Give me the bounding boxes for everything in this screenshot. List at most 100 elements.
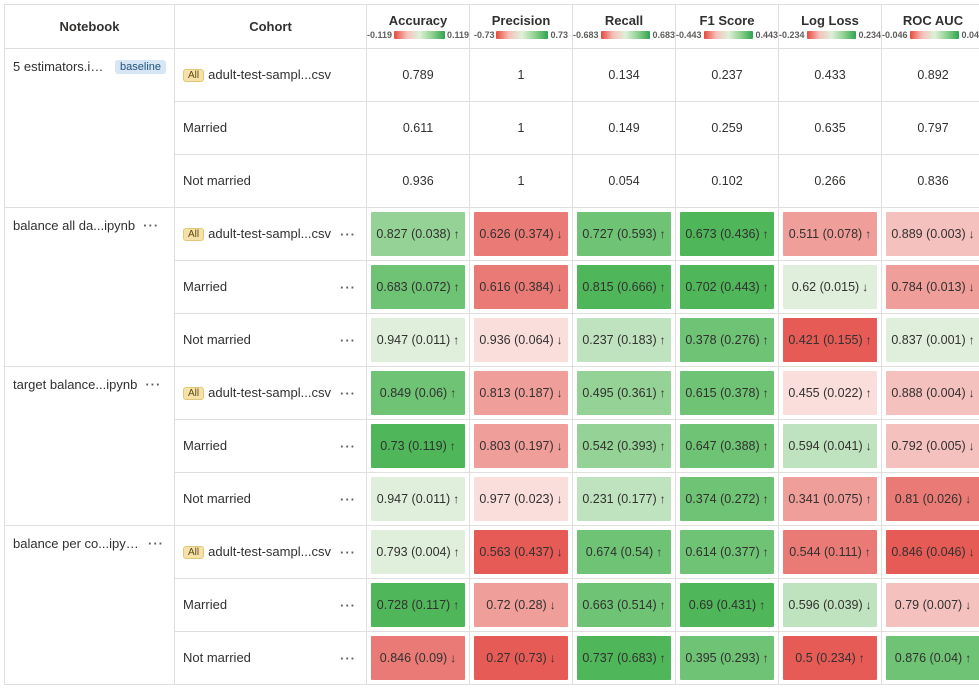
cohort-more-icon[interactable]: ··· (338, 439, 358, 454)
cohort-label: Married (183, 120, 227, 136)
arrow-up-icon: ↑ (660, 227, 666, 241)
cohort-more-icon[interactable]: ··· (338, 386, 358, 401)
col-header-metric[interactable]: Accuracy-0.1190.119 (367, 5, 470, 49)
arrow-down-icon: ↓ (557, 492, 563, 506)
metric-cell: 0.797 (882, 102, 979, 155)
metric-cell: 0.594 (0.041)↓ (779, 420, 882, 473)
metric-cell: 0.784 (0.013)↓ (882, 261, 979, 314)
arrow-up-icon: ↑ (656, 545, 662, 559)
metric-value: 0.79 (0.007) (895, 598, 962, 612)
metric-value: 0.544 (0.111) (789, 545, 862, 559)
cohort-more-icon[interactable]: ··· (338, 227, 358, 242)
metric-cell: 0.614 (0.377) ↑ (676, 526, 779, 579)
header-row: Notebook Cohort Accuracy-0.1190.119Preci… (5, 5, 979, 49)
notebook-cell[interactable]: balance all da...ipynb··· (5, 208, 175, 367)
cohort-cell[interactable]: Not married ··· (175, 473, 367, 526)
metric-value: 0.27 (0.73) (486, 651, 546, 665)
arrow-up-icon: ↑ (759, 598, 765, 612)
metrics-comparison-table: Notebook Cohort Accuracy-0.1190.119Preci… (4, 4, 979, 685)
cohort-cell[interactable]: Alladult-test-sampl...csv (175, 49, 367, 102)
metric-cell: 0.62 (0.015)↓ (779, 261, 882, 314)
notebook-name: 5 estimators.ipynb (13, 59, 109, 74)
arrow-down-icon: ↓ (866, 439, 872, 453)
metric-range: -0.4430.443 (676, 30, 778, 40)
cohort-more-icon[interactable]: ··· (338, 651, 358, 666)
arrow-up-icon: ↑ (450, 439, 456, 453)
cohort-cell[interactable]: Not married ··· (175, 632, 367, 685)
metric-value: 0.674 (0.54) (586, 545, 653, 559)
col-header-metric[interactable]: F1 Score-0.4430.443 (676, 5, 779, 49)
cohort-cell[interactable]: Not married (175, 155, 367, 208)
metric-cell: 0.936 (367, 155, 470, 208)
cohort-label: Not married (183, 491, 251, 507)
metric-cell: 0.596 (0.039)↓ (779, 579, 882, 632)
arrow-down-icon: ↓ (557, 280, 563, 294)
notebook-cell[interactable]: balance per co...ipynb··· (5, 526, 175, 685)
metric-value: 0.728 (0.117) (377, 598, 450, 612)
metric-cell: 0.495 (0.361)↑ (573, 367, 676, 420)
metric-value: 0.936 (0.064) (479, 333, 553, 347)
col-header-notebook[interactable]: Notebook (5, 5, 175, 49)
col-header-metric[interactable]: Recall-0.6830.683 (573, 5, 676, 49)
metric-cell: 0.73 (0.119)↑ (367, 420, 470, 473)
arrow-up-icon: ↑ (660, 598, 666, 612)
arrow-down-icon: ↓ (550, 598, 556, 612)
cohort-label: Not married (183, 650, 251, 666)
cohort-cell[interactable]: Alladult-test-sampl...csv··· (175, 526, 367, 579)
table-body: 5 estimators.ipynbbaselineAlladult-test-… (5, 49, 979, 685)
cohort-cell[interactable]: Alladult-test-sampl...csv··· (175, 367, 367, 420)
metric-value: 0.673 (0.436) (685, 227, 759, 241)
metric-cell: 0.134 (573, 49, 676, 102)
metric-header-label: ROC AUC (882, 13, 979, 28)
metric-value: 0.134 (608, 68, 639, 82)
cohort-more-icon[interactable]: ··· (338, 280, 358, 295)
notebook-cell[interactable]: target balance...ipynb··· (5, 367, 175, 526)
metric-cell: 0.27 (0.73)↓ (470, 632, 573, 685)
cohort-cell[interactable]: Married (175, 102, 367, 155)
cohort-more-icon[interactable]: ··· (338, 492, 358, 507)
col-header-metric[interactable]: Precision-0.730.73 (470, 5, 573, 49)
metric-value: 0.266 (814, 174, 845, 188)
cohort-cell[interactable]: Married··· (175, 261, 367, 314)
cohort-label: Not married (183, 173, 251, 189)
notebook-more-icon[interactable]: ··· (146, 536, 166, 551)
metric-cell: 0.793 (0.004)↑ (367, 526, 470, 579)
table-row: 5 estimators.ipynbbaselineAlladult-test-… (5, 49, 979, 102)
arrow-up-icon: ↑ (763, 545, 769, 559)
metric-cell: 0.789 (367, 49, 470, 102)
metric-value: 0.947 (0.011) (377, 492, 450, 506)
cohort-more-icon[interactable]: ··· (338, 545, 358, 560)
notebook-cell[interactable]: 5 estimators.ipynbbaseline (5, 49, 175, 208)
metric-cell: 0.544 (0.111)↑ (779, 526, 882, 579)
cohort-cell[interactable]: Married··· (175, 420, 367, 473)
arrow-up-icon: ↑ (866, 333, 872, 347)
arrow-down-icon: ↓ (965, 598, 971, 612)
metric-cell: 0.374 (0.272)↑ (676, 473, 779, 526)
metric-cell: 0.888 (0.004)↓ (882, 367, 979, 420)
arrow-up-icon: ↑ (965, 651, 971, 665)
cohort-more-icon[interactable]: ··· (338, 598, 358, 613)
metric-value: 0.421 (0.155) (788, 333, 862, 347)
cohort-cell[interactable]: Not married··· (175, 314, 367, 367)
metric-value: 0.614 (0.377) (685, 545, 759, 559)
notebook-more-icon[interactable]: ··· (141, 218, 161, 233)
notebook-more-icon[interactable]: ··· (143, 377, 163, 392)
col-header-cohort[interactable]: Cohort (175, 5, 367, 49)
metric-header-label: Recall (573, 13, 675, 28)
all-badge: All (183, 546, 204, 559)
metric-value: 0.395 (0.293) (685, 651, 759, 665)
col-header-metric[interactable]: ROC AUC-0.0460.046 (882, 5, 979, 49)
arrow-up-icon: ↑ (763, 439, 769, 453)
metric-cell: 0.615 (0.378)↑ (676, 367, 779, 420)
cohort-more-icon[interactable]: ··· (338, 333, 358, 348)
metric-cell: 0.81 (0.026)↓ (882, 473, 979, 526)
arrow-up-icon: ↑ (866, 386, 872, 400)
cohort-cell[interactable]: Alladult-test-sampl...csv··· (175, 208, 367, 261)
arrow-up-icon: ↑ (763, 280, 769, 294)
cohort-cell[interactable]: Married··· (175, 579, 367, 632)
arrow-up-icon: ↑ (859, 651, 865, 665)
metric-cell: 0.647 (0.388)↑ (676, 420, 779, 473)
metric-cell: 0.728 (0.117)↑ (367, 579, 470, 632)
arrow-up-icon: ↑ (969, 333, 975, 347)
col-header-metric[interactable]: Log Loss-0.2340.234 (779, 5, 882, 49)
